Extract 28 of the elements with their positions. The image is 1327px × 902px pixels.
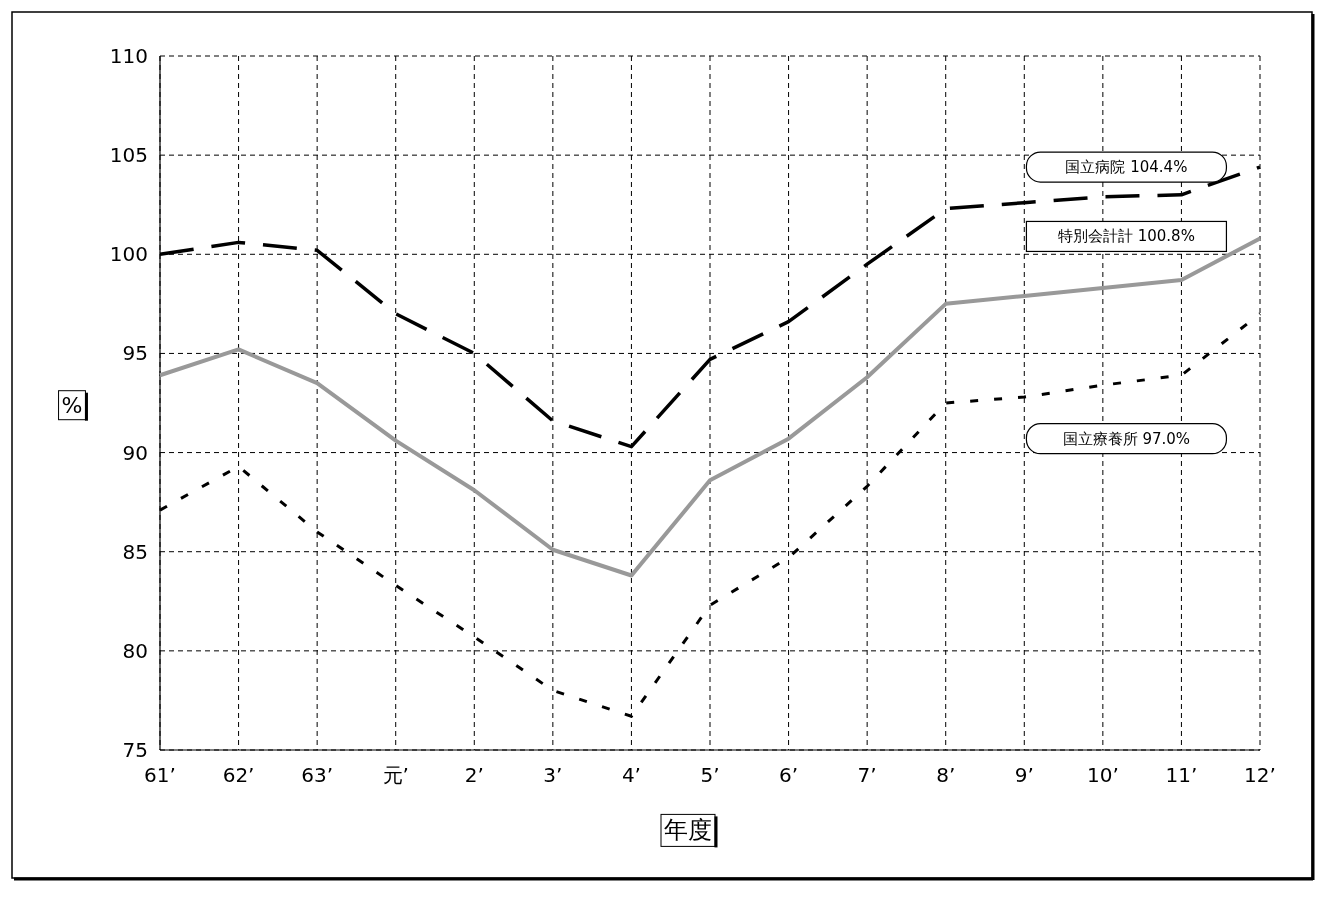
x-tick-label: 11’ [1165, 763, 1198, 787]
y-tick-label: 95 [122, 341, 148, 366]
y-tick-label: 100 [109, 242, 148, 267]
x-tick-label: 6’ [779, 763, 799, 787]
x-tick-label: 元’ [382, 763, 409, 787]
x-tick-label: 3’ [543, 763, 563, 787]
x-tick-label: 7’ [857, 763, 877, 787]
x-tick-label: 9’ [1014, 763, 1034, 787]
text: 国立療養所 97.0% [1062, 429, 1191, 448]
y-tick-label: 90 [122, 440, 148, 465]
y-tick-label: 75 [122, 738, 148, 762]
y-tick-label: 80 [122, 638, 148, 663]
x-tick-label: 2’ [464, 763, 484, 787]
y-axis-title: % [61, 392, 83, 418]
x-tick-label: 8’ [936, 763, 956, 787]
x-tick-label: 4’ [621, 763, 641, 787]
x-axis-title: 年度 [664, 816, 712, 845]
x-tick-label: 5’ [700, 763, 720, 787]
x-tick-label: 63’ [301, 763, 334, 787]
x-tick-label: 62’ [222, 763, 255, 787]
y-tick-label: 105 [109, 143, 148, 168]
y-tick-label: 85 [122, 539, 148, 564]
x-tick-label: 10’ [1086, 763, 1119, 787]
series-label: 特別会計計 100.8% [1057, 227, 1195, 246]
series-label: 国立病院 104.4% [1065, 158, 1188, 177]
x-tick-label: 12’ [1244, 763, 1276, 787]
y-tick-label: 110 [109, 44, 148, 68]
x-tick-label: 61’ [144, 763, 176, 787]
